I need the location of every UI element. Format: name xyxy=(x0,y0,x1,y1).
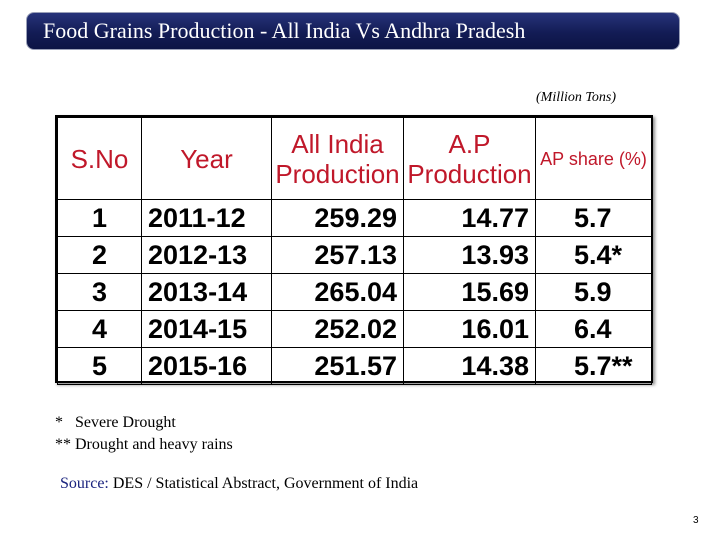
cell-ap: 16.01 xyxy=(403,310,536,348)
cell-all-india: 257.13 xyxy=(271,236,404,274)
cell-share: 5.7 xyxy=(535,199,652,237)
cell-ap: 14.38 xyxy=(403,347,536,385)
production-table-container: S.No Year All India Production A.P Produ… xyxy=(55,115,653,385)
header-ap-share: AP share (%) xyxy=(535,117,652,200)
slide-title: Food Grains Production - All India Vs An… xyxy=(26,12,680,50)
cell-year: 2012-13 xyxy=(141,236,272,274)
footnote-severe-drought: * Severe Drought xyxy=(55,414,176,431)
cell-share: 6.4 xyxy=(535,310,652,348)
cell-year: 2015-16 xyxy=(141,347,272,385)
table-row: 2 2012-13 257.13 13.93 5.4* xyxy=(57,236,652,274)
header-ap-line2: Production xyxy=(407,158,532,189)
cell-all-india: 252.02 xyxy=(271,310,404,348)
cell-all-india: 251.57 xyxy=(271,347,404,385)
cell-sno: 3 xyxy=(57,273,142,311)
header-all-india-production: All India Production xyxy=(271,117,404,200)
table-header-row: S.No Year All India Production A.P Produ… xyxy=(57,117,652,200)
unit-note: (Million Tons) xyxy=(536,90,616,105)
table-row: 5 2015-16 251.57 14.38 5.7** xyxy=(57,347,652,385)
cell-sno: 1 xyxy=(57,199,142,237)
source-label: Source: xyxy=(60,475,109,492)
table-row: 3 2013-14 265.04 15.69 5.9 xyxy=(57,273,652,311)
cell-year: 2011-12 xyxy=(141,199,272,237)
cell-sno: 2 xyxy=(57,236,142,274)
header-year: Year xyxy=(141,117,272,200)
cell-share: 5.9 xyxy=(535,273,652,311)
header-all-india-line2: Production xyxy=(275,158,400,189)
production-table: S.No Year All India Production A.P Produ… xyxy=(57,117,652,385)
cell-ap: 13.93 xyxy=(403,236,536,274)
cell-ap: 15.69 xyxy=(403,273,536,311)
header-all-india-line1: All India xyxy=(291,128,384,159)
cell-share: 5.7** xyxy=(535,347,652,385)
page-number: 3 xyxy=(693,515,699,526)
cell-sno: 5 xyxy=(57,347,142,385)
cell-year: 2014-15 xyxy=(141,310,272,348)
header-ap-line1: A.P xyxy=(448,128,491,159)
header-ap-production: A.P Production xyxy=(403,117,536,200)
table-row: 4 2014-15 252.02 16.01 6.4 xyxy=(57,310,652,348)
table-row: 1 2011-12 259.29 14.77 5.7 xyxy=(57,199,652,237)
cell-share: 5.4* xyxy=(535,236,652,274)
cell-sno: 4 xyxy=(57,310,142,348)
source-text: DES / Statistical Abstract, Government o… xyxy=(108,475,419,492)
source-line: Source: DES / Statistical Abstract, Gove… xyxy=(60,475,418,493)
header-sno: S.No xyxy=(57,117,142,200)
cell-all-india: 265.04 xyxy=(271,273,404,311)
cell-all-india: 259.29 xyxy=(271,199,404,237)
footnote-drought-heavy-rains: ** Drought and heavy rains xyxy=(55,436,233,453)
cell-ap: 14.77 xyxy=(403,199,536,237)
cell-year: 2013-14 xyxy=(141,273,272,311)
